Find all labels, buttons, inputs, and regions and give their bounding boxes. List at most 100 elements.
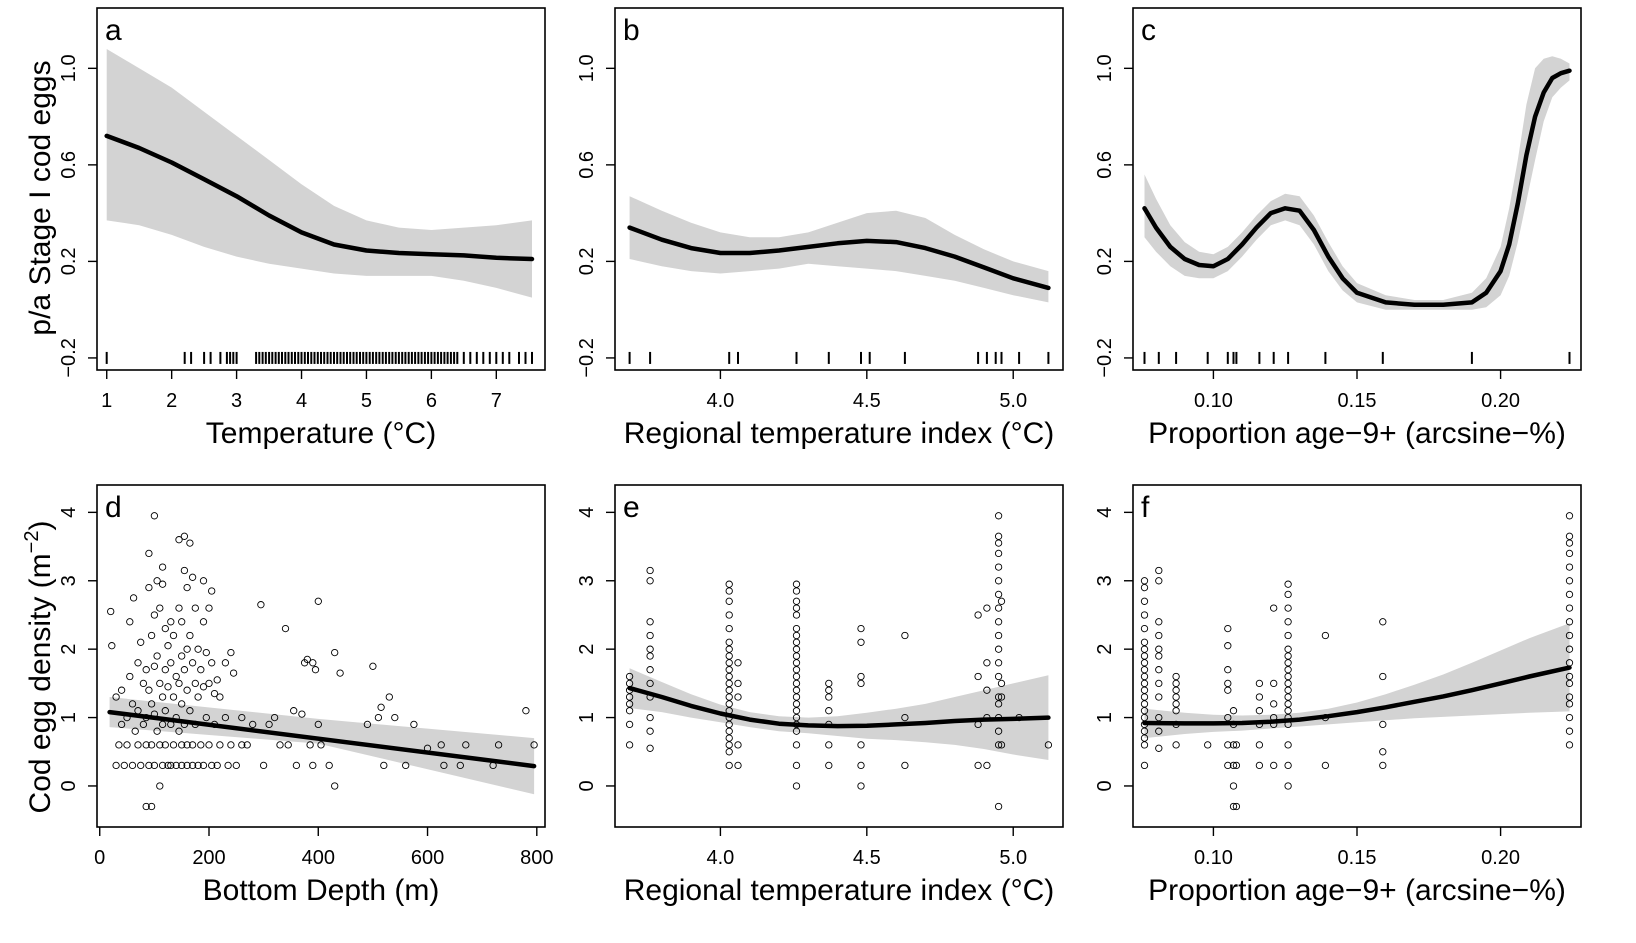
data-point [1044,741,1053,749]
data-point [147,802,156,811]
data-point [1565,532,1574,540]
x-tick-label: 600 [411,847,444,869]
data-point [1565,713,1574,722]
data-point [213,761,221,770]
data-point [792,693,801,701]
data-point [210,689,219,698]
data-point [792,631,801,640]
data-point [108,642,116,650]
x-tick-label: 3 [231,390,242,412]
data-point [142,666,150,674]
x-axis: 4.0 4.5 5.0 Regional temperature index (°C) [624,827,1054,907]
data-point [1270,679,1278,688]
y-tick-label: 1 [1094,712,1116,723]
data-point [216,693,224,701]
y-axis-title-top: p/a Stage I cod eggs [24,60,57,335]
data-point [284,741,292,749]
data-point [1155,652,1163,660]
data-point [169,631,178,640]
data-point [792,741,801,749]
data-point [1284,580,1292,588]
data-point [134,741,142,749]
data-point [1379,672,1387,681]
x-tick-label: 0.20 [1481,390,1520,412]
data-point [134,659,142,667]
data-point [281,624,290,633]
data-point [178,700,186,708]
data-point [646,666,654,674]
data-point [290,707,298,715]
data-point [128,761,137,770]
data-point [1284,645,1292,653]
y-axis: −0.2 0.2 0.6 1.0 [576,54,615,378]
data-point [306,741,314,749]
data-point [1224,741,1232,749]
data-point [194,761,202,770]
data-point [792,707,801,715]
data-point [857,782,865,790]
data-point [1284,782,1292,790]
data-point [1255,707,1264,715]
data-point [825,686,833,694]
y-tick-label: 0.6 [58,151,80,179]
data-point [994,549,1003,558]
data-point [145,686,153,694]
y-tick-label: 2 [1094,644,1116,655]
data-point [1255,761,1264,770]
data-point [175,727,183,735]
data-point [178,618,186,626]
data-point [145,761,153,770]
data-point [825,761,833,770]
data-point [205,741,213,749]
x-tick-label: 4.0 [707,847,735,869]
data-point [792,638,801,646]
data-point [1140,583,1149,592]
data-point [331,648,339,657]
data-point [208,587,216,595]
data-point [625,707,634,715]
data-point [792,624,801,633]
data-point [309,761,317,770]
data-point [994,590,1003,599]
fit-line [107,709,537,769]
data-point [238,713,246,722]
data-point [402,761,410,770]
data-point [1232,761,1241,770]
panel-letter: b [623,14,640,47]
data-point [369,662,377,670]
data-point [1172,686,1180,694]
data-point [1140,666,1149,674]
data-point [646,713,654,722]
panel-d-plot-area [107,512,538,811]
data-point [197,666,205,674]
data-point [901,631,909,640]
data-point [646,618,654,626]
data-point [994,802,1003,811]
data-point [1270,761,1278,770]
data-point [385,693,393,701]
panel-letter: c [1141,14,1156,47]
data-point [169,693,178,701]
data-point [1140,624,1149,633]
data-point [147,741,156,749]
data-point [725,580,733,588]
data-point [1284,700,1292,708]
data-point [156,782,164,790]
y-tick-label: 1.0 [58,54,80,82]
data-point [156,679,164,688]
data-point [725,587,733,595]
data-point [1255,679,1264,688]
data-point [734,679,742,688]
data-point [440,761,448,770]
data-point [153,727,161,735]
x-tick-label: 0.15 [1338,847,1377,869]
data-point [994,618,1003,626]
data-point [1565,590,1574,599]
data-point [167,618,175,626]
y-axis-title-bottom-end: ) [24,521,57,531]
data-point [974,611,982,619]
data-point [175,536,183,544]
data-point [410,720,418,729]
panel-letter: a [105,14,122,47]
data-point [857,761,865,770]
